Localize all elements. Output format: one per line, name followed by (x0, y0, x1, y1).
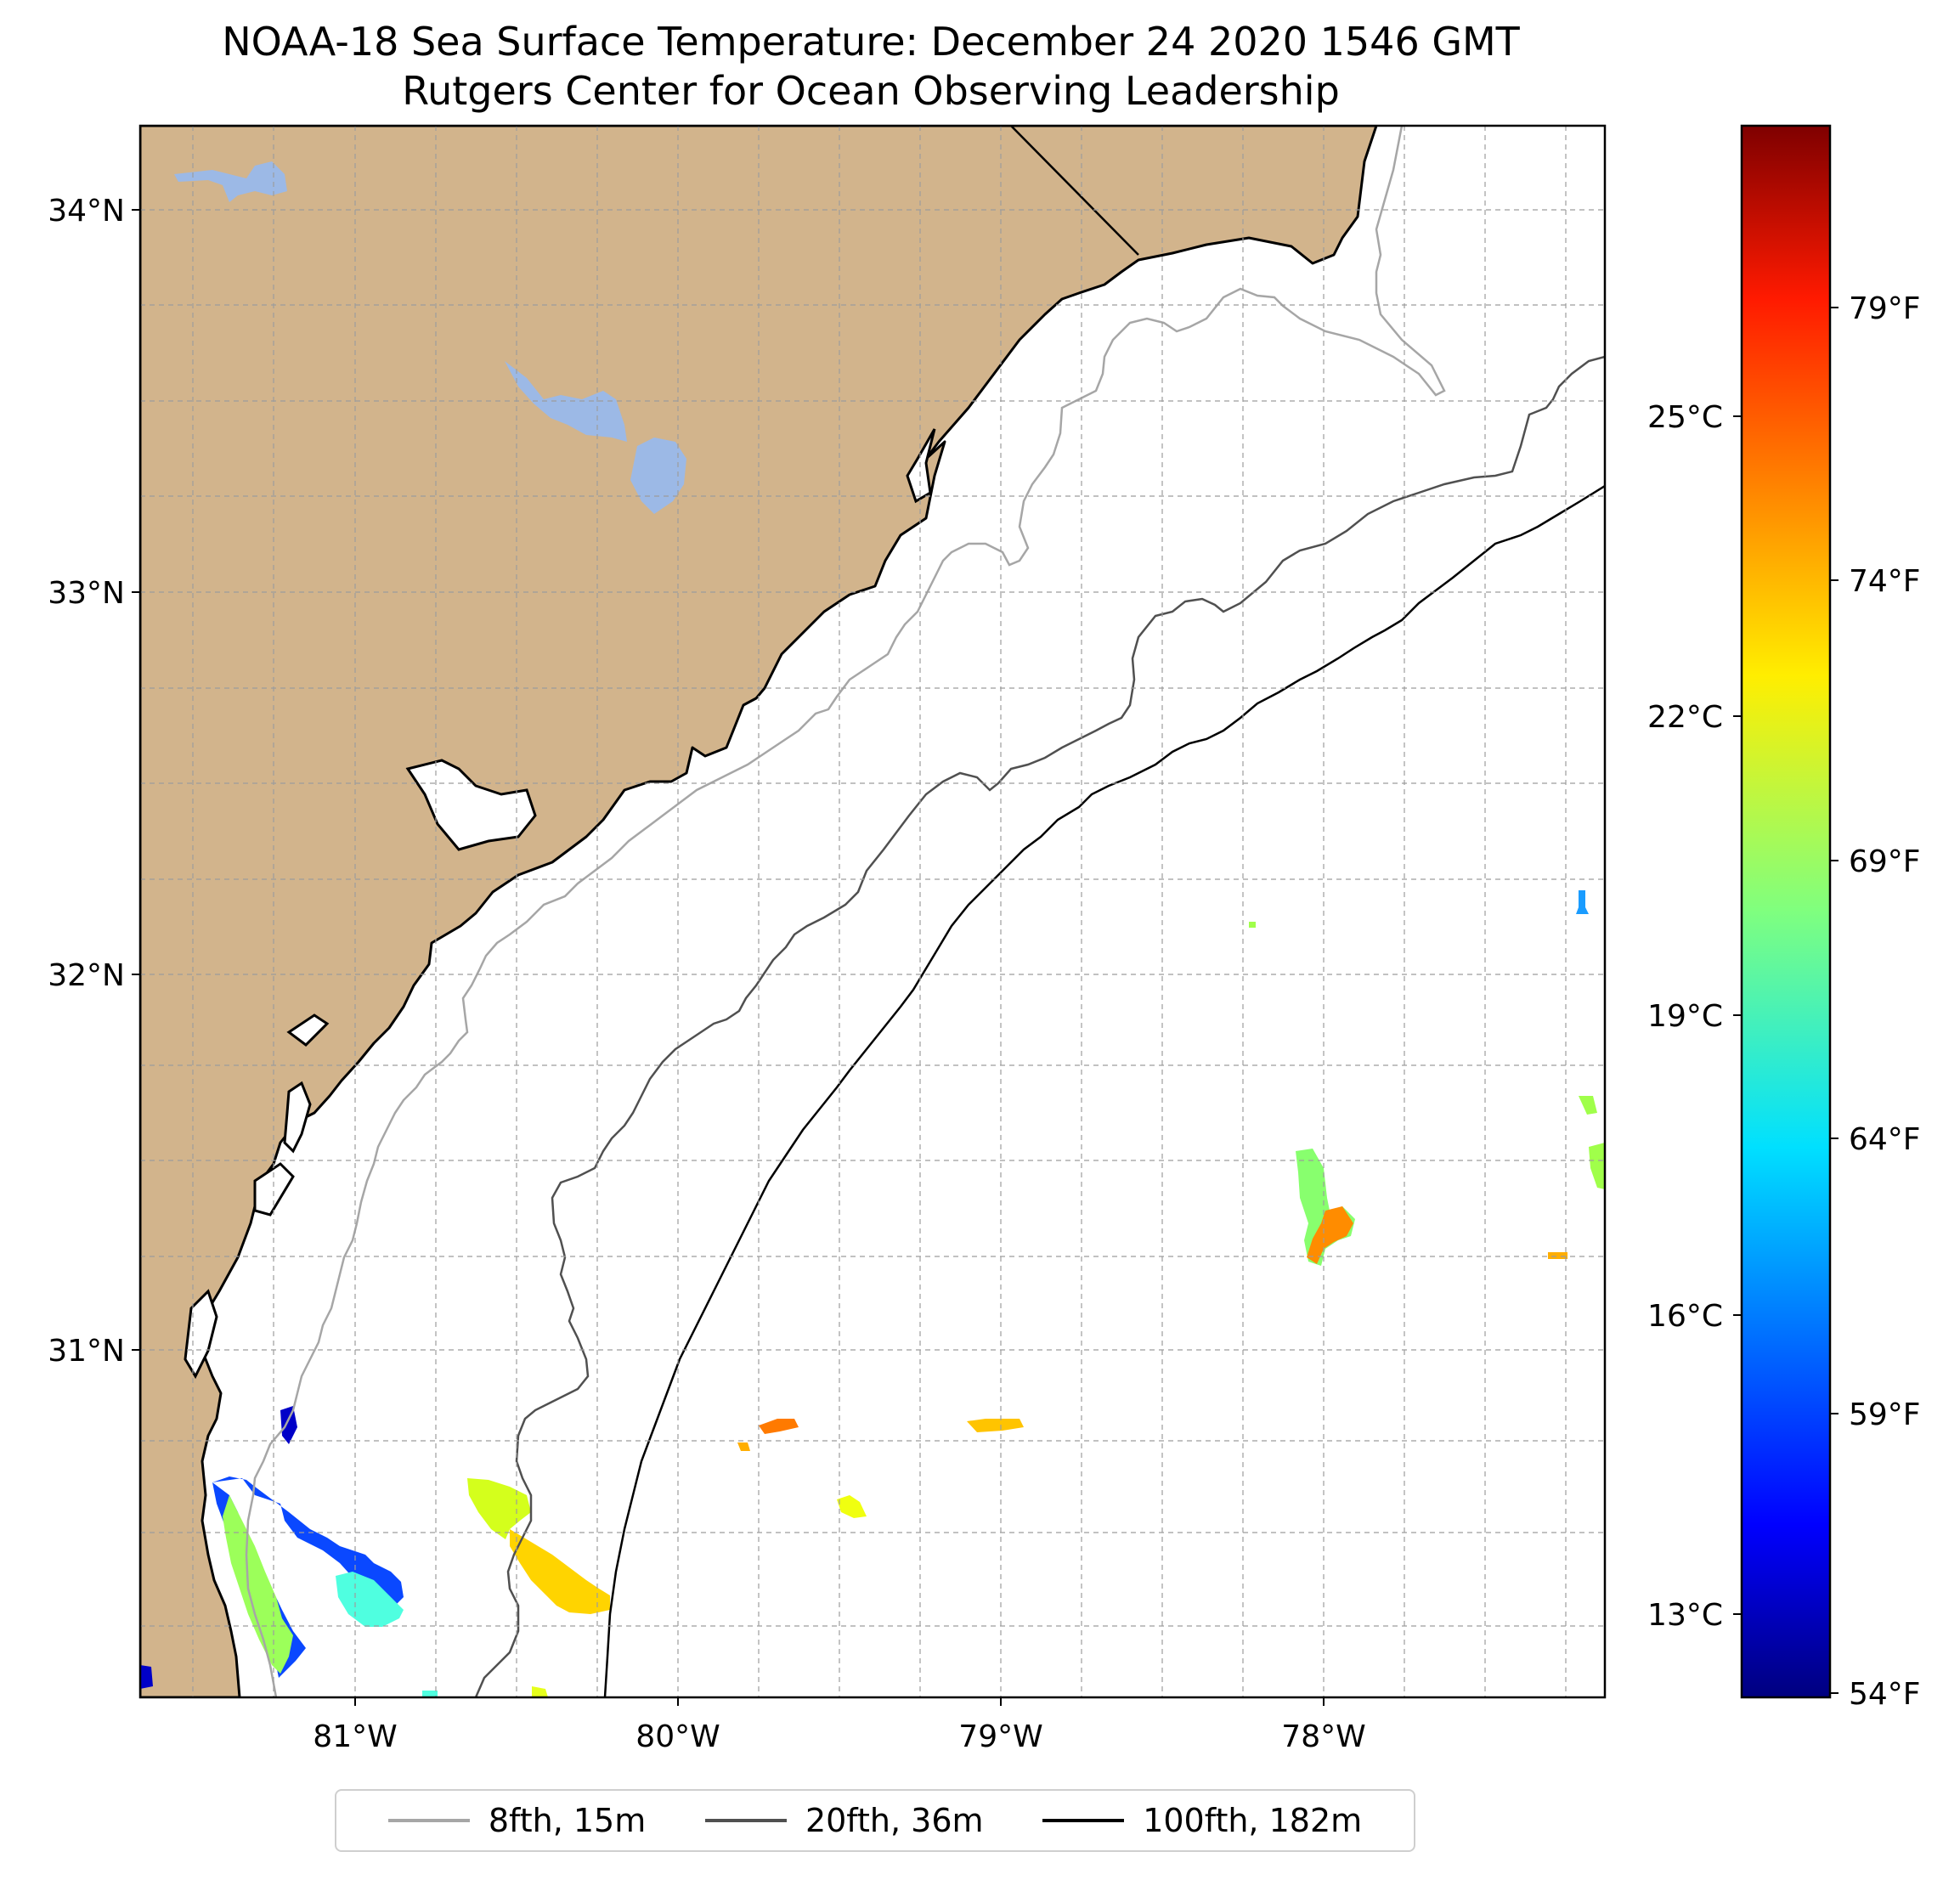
sst-patch-orange (1548, 1252, 1567, 1259)
sst-patch-cold (140, 1665, 153, 1689)
lon-label-78w: 78°W (1281, 1719, 1365, 1754)
sst-patch-cyan (336, 1572, 404, 1627)
chart-subtitle: Rutgers Center for Ocean Observing Leade… (402, 68, 1340, 114)
gridlines (140, 126, 1605, 1697)
sst-patch-cyan (422, 1691, 438, 1697)
sst-patch-orange (759, 1419, 799, 1434)
legend-label-20fth: 20fth, 36m (805, 1802, 984, 1839)
lon-label-81w: 81°W (313, 1719, 397, 1754)
sst-patch-yellow (532, 1686, 548, 1697)
legend-label-100fth: 100fth, 182m (1143, 1802, 1363, 1839)
contour-100fth (603, 484, 1605, 1697)
sst-patch-green (1579, 1096, 1597, 1115)
colorbar-label-64f: 64°F (1849, 1122, 1921, 1157)
sst-patch-yellow (510, 1529, 610, 1614)
sst-patch-yellow (467, 1478, 531, 1539)
sst-patch-orange (1307, 1206, 1353, 1264)
sst-patch-green (1589, 1143, 1605, 1189)
colorbar-label-54f: 54°F (1849, 1677, 1921, 1712)
lat-label-34: 34°N (48, 194, 125, 229)
legend-item-20fth: 20fth, 36m (704, 1802, 984, 1839)
sst-patch-green (1249, 922, 1256, 928)
lat-axis (132, 209, 140, 1351)
contour-20fth (474, 355, 1605, 1697)
lat-label-33: 33°N (48, 576, 125, 611)
colorbar-fahrenheit-ticks (1830, 307, 1839, 1694)
map-frame (138, 124, 1607, 1699)
colorbar-celsius-ticks (1733, 415, 1742, 1615)
colorbar-label-22c: 22°C (1647, 700, 1723, 735)
colorbar-label-59f: 59°F (1849, 1397, 1921, 1432)
sst-patch-blue (1576, 890, 1589, 914)
lake-marion-south (630, 438, 686, 514)
sst-patch-yellow (837, 1495, 867, 1518)
colorbar-label-19c: 19°C (1647, 999, 1723, 1034)
estuary-cutout (405, 759, 537, 851)
lake-marion (174, 161, 287, 202)
legend-item-8fth: 8fth, 15m (387, 1802, 647, 1839)
legend-label-8fth: 8fth, 15m (488, 1802, 647, 1839)
lat-label-32: 32°N (48, 958, 125, 993)
sst-patch-orange (737, 1442, 750, 1451)
island-cutout (283, 1081, 312, 1154)
colorbar-label-69f: 69°F (1849, 844, 1921, 879)
sst-patch-orange (967, 1419, 1024, 1432)
state-border (1010, 126, 1139, 256)
estuary-cutout (906, 428, 936, 504)
sst-patch-cold (280, 1406, 297, 1444)
sst-patch-warm-green (223, 1495, 293, 1674)
lon-label-80w: 80°W (635, 1719, 720, 1754)
lon-label-79w: 79°W (958, 1719, 1042, 1754)
lat-labels: 34°N 33°N 32°N 31°N (48, 194, 125, 1369)
sst-patches (140, 890, 1605, 1697)
lon-labels: 81°W 80°W 79°W 78°W (313, 1719, 1365, 1754)
colorbar-label-16c: 16°C (1647, 1299, 1723, 1334)
colorbar (1740, 124, 1832, 1699)
contour-8fth (245, 126, 1446, 1697)
colorbar-fahrenheit-labels: 79°F 74°F 69°F 64°F 59°F 54°F (1849, 291, 1921, 1712)
legend-swatch-8fth (387, 1819, 470, 1822)
lat-label-31: 31°N (48, 1334, 125, 1369)
colorbar-label-25c: 25°C (1647, 400, 1723, 435)
colorbar-celsius-labels: 25°C 22°C 19°C 16°C 13°C (1647, 400, 1723, 1633)
legend-item-100fth: 100fth, 182m (1042, 1802, 1362, 1839)
legend-swatch-20fth (704, 1819, 787, 1822)
depth-contour-legend: 8fth, 15m 20fth, 36m 100fth, 182m (335, 1789, 1415, 1852)
colorbar-label-79f: 79°F (1849, 291, 1921, 326)
chart-title: NOAA-18 Sea Surface Temperature: Decembe… (222, 19, 1520, 65)
land-mass (140, 126, 1378, 1697)
estuary-cutout (286, 1013, 330, 1047)
colorbar-label-13c: 13°C (1647, 1598, 1723, 1633)
island-cutout (253, 1162, 295, 1217)
legend-swatch-100fth (1042, 1819, 1125, 1822)
lon-axis (354, 1697, 1325, 1706)
colorbar-label-74f: 74°F (1849, 564, 1921, 599)
